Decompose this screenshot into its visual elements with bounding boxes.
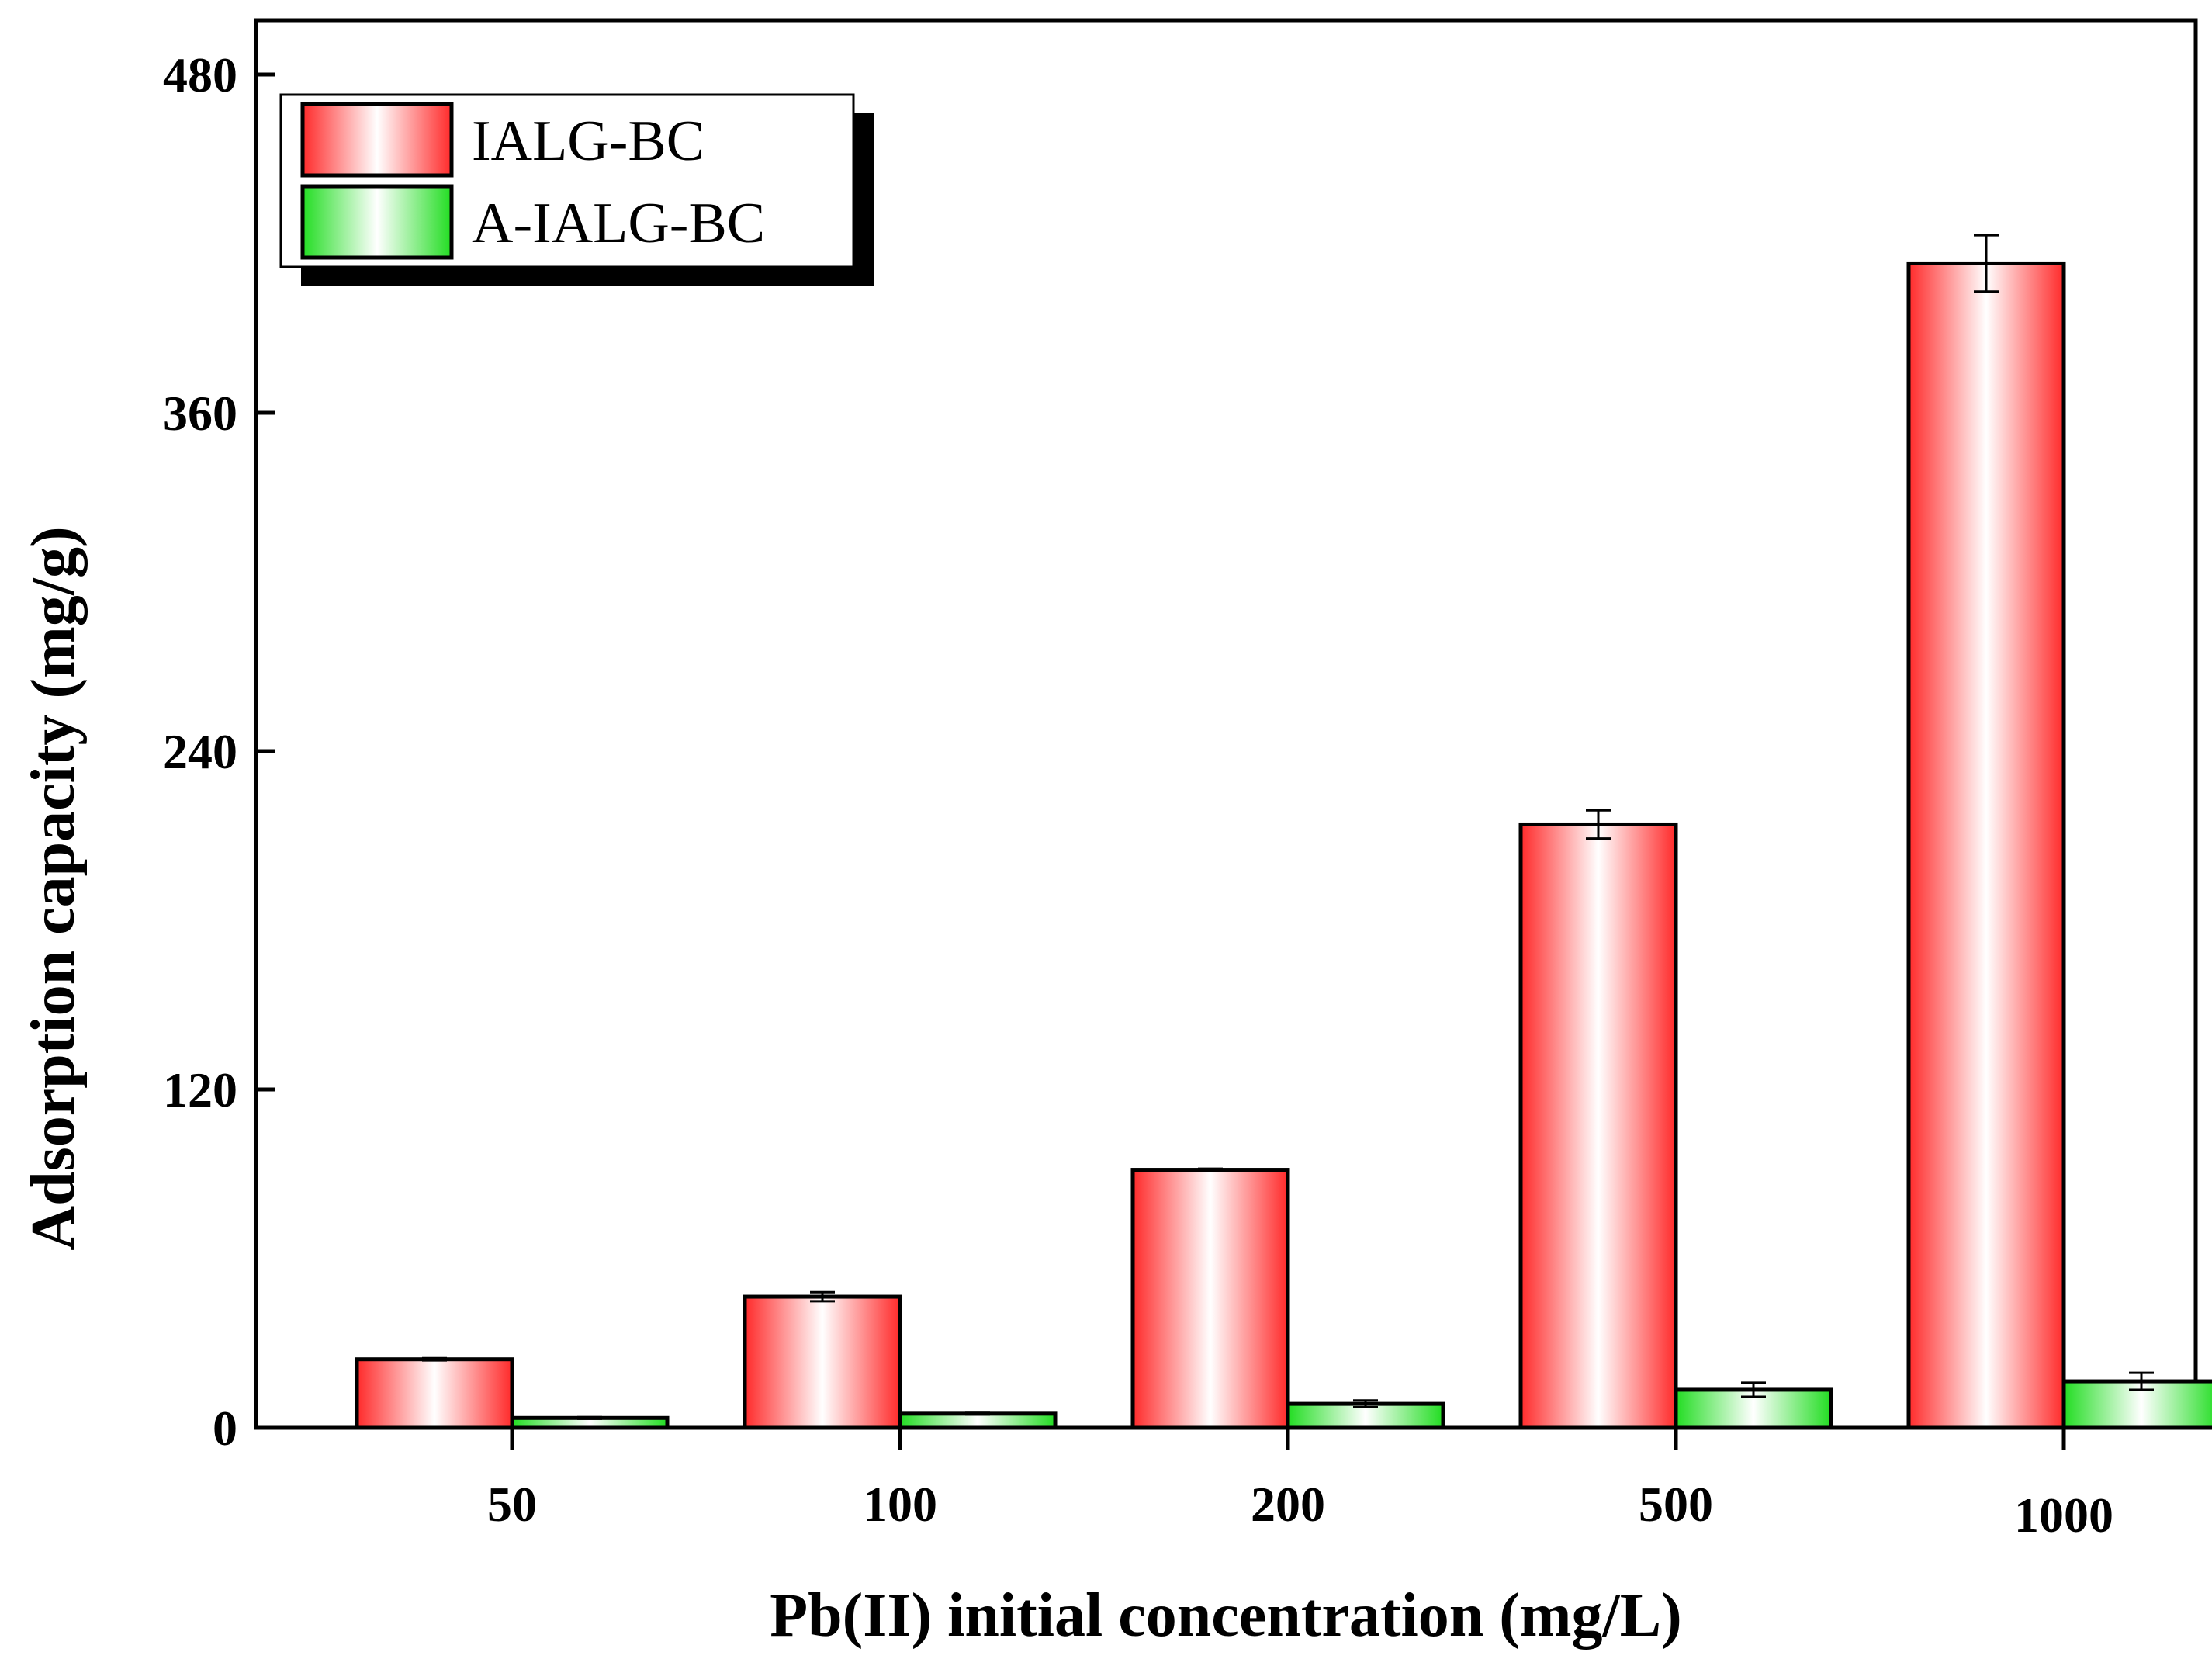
x-tick-label: 50 bbox=[487, 1477, 537, 1532]
y-tick-label: 480 bbox=[163, 47, 237, 102]
bar-a-ialg-bc-1000 bbox=[2061, 1379, 2212, 1430]
bar-ialg-bc-200 bbox=[1130, 1168, 1290, 1430]
legend-label-a-ialg-bc: A-IALG-BC bbox=[472, 192, 765, 255]
bar-ialg-bc-1000 bbox=[1906, 261, 2066, 1430]
x-tick-label: 1000 bbox=[2014, 1488, 2113, 1543]
x-tick-label: 100 bbox=[863, 1477, 937, 1532]
x-tick-label: 200 bbox=[1251, 1477, 1325, 1532]
bar-ialg-bc-500 bbox=[1518, 822, 1678, 1430]
legend-label-ialg-bc: IALG-BC bbox=[472, 109, 704, 173]
bar-a-ialg-bc-100 bbox=[898, 1411, 1058, 1430]
y-tick-label: 360 bbox=[163, 386, 237, 441]
error-bars bbox=[422, 234, 2154, 1420]
y-tick-label: 240 bbox=[163, 724, 237, 779]
y-axis: 0 120 240 360 480 bbox=[163, 47, 275, 1456]
y-axis-title: Adsorption capacity (mg/g) bbox=[19, 526, 88, 1250]
x-tick-label: 500 bbox=[1639, 1477, 1713, 1532]
bar-ialg-bc-100 bbox=[743, 1294, 902, 1430]
legend-swatch-ialg-bc bbox=[300, 102, 454, 178]
bar-ialg-bc-50 bbox=[355, 1357, 514, 1430]
legend-swatch-a-ialg-bc bbox=[300, 184, 454, 260]
legend: IALG-BC A-IALG-BC bbox=[279, 93, 874, 286]
y-tick-label: 120 bbox=[163, 1062, 237, 1117]
bar-series bbox=[355, 261, 2212, 1430]
x-axis: 50 100 200 500 1000 bbox=[487, 1428, 2113, 1543]
x-axis-title: Pb(II) initial concentration (mg/L) bbox=[770, 1581, 1681, 1650]
y-tick-label: 0 bbox=[213, 1401, 237, 1456]
